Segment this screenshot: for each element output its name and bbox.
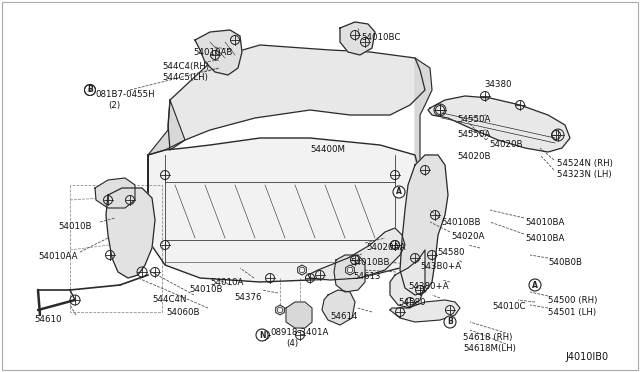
Text: A: A	[396, 187, 402, 196]
Circle shape	[256, 329, 268, 341]
Text: 54010BA: 54010BA	[525, 234, 564, 243]
Text: A: A	[532, 280, 538, 289]
Text: N: N	[259, 330, 265, 340]
Polygon shape	[400, 155, 448, 295]
Text: 543B0+A: 543B0+A	[420, 262, 461, 271]
Text: 54380+A: 54380+A	[408, 282, 449, 291]
Text: 54020B: 54020B	[457, 152, 490, 161]
Text: 544C4(RH): 544C4(RH)	[162, 62, 209, 71]
Polygon shape	[95, 178, 135, 208]
Text: 54010BC: 54010BC	[361, 33, 401, 42]
Polygon shape	[286, 302, 312, 328]
Polygon shape	[148, 100, 185, 240]
Text: 54060B: 54060B	[166, 308, 200, 317]
Polygon shape	[195, 30, 242, 75]
Text: 54010A: 54010A	[210, 278, 243, 287]
Text: 54618M(LH): 54618M(LH)	[463, 344, 516, 353]
Text: 54010AB: 54010AB	[193, 48, 232, 57]
Text: 54010C: 54010C	[492, 302, 525, 311]
Text: 54524N (RH): 54524N (RH)	[557, 159, 613, 168]
Text: 54580: 54580	[437, 248, 465, 257]
Circle shape	[444, 316, 456, 328]
Text: 54613: 54613	[353, 272, 381, 281]
Polygon shape	[390, 250, 425, 308]
Circle shape	[84, 84, 95, 96]
Text: 54010BB: 54010BB	[441, 218, 481, 227]
Circle shape	[393, 186, 405, 198]
Text: (4): (4)	[286, 339, 298, 348]
Text: 544C5(LH): 544C5(LH)	[162, 73, 208, 82]
Polygon shape	[428, 96, 570, 152]
Polygon shape	[148, 138, 420, 282]
Text: 54376: 54376	[234, 293, 262, 302]
Text: (2): (2)	[108, 101, 120, 110]
Text: J4010IB0: J4010IB0	[565, 352, 608, 362]
Polygon shape	[390, 300, 460, 322]
Text: 544C4N: 544C4N	[152, 295, 186, 304]
Text: B: B	[87, 86, 93, 94]
Text: 54550A: 54550A	[457, 115, 490, 124]
Text: 54501 (LH): 54501 (LH)	[548, 308, 596, 317]
Text: 54580: 54580	[398, 298, 426, 307]
Polygon shape	[322, 290, 355, 325]
Text: 54010B: 54010B	[189, 285, 223, 294]
Text: 54618 (RH): 54618 (RH)	[463, 333, 513, 342]
Text: 54020AA: 54020AA	[366, 243, 406, 252]
Text: 081B7-0455H: 081B7-0455H	[95, 90, 155, 99]
Text: 54500 (RH): 54500 (RH)	[548, 296, 597, 305]
Polygon shape	[334, 255, 365, 292]
Text: 54010AA: 54010AA	[38, 252, 77, 261]
Text: 54610: 54610	[34, 315, 61, 324]
Polygon shape	[340, 22, 375, 55]
Text: 54400M: 54400M	[310, 145, 345, 154]
Text: 54010B: 54010B	[58, 222, 92, 231]
Polygon shape	[298, 265, 307, 275]
Polygon shape	[276, 305, 284, 315]
Text: 54010BA: 54010BA	[525, 218, 564, 227]
Text: 54010BB: 54010BB	[350, 258, 390, 267]
Polygon shape	[308, 228, 405, 280]
Circle shape	[529, 279, 541, 291]
Polygon shape	[415, 58, 432, 245]
Text: 540B0B: 540B0B	[548, 258, 582, 267]
Text: 54323N (LH): 54323N (LH)	[557, 170, 612, 179]
Text: 54020B: 54020B	[489, 140, 522, 149]
Text: 34380: 34380	[484, 80, 511, 89]
Text: 08918-3401A: 08918-3401A	[270, 328, 328, 337]
Polygon shape	[106, 188, 155, 278]
Text: 54614: 54614	[330, 312, 358, 321]
Text: 54020A: 54020A	[451, 232, 484, 241]
Text: 54550A: 54550A	[457, 130, 490, 139]
Polygon shape	[168, 45, 425, 150]
Polygon shape	[346, 265, 355, 275]
Text: B: B	[447, 317, 453, 327]
Text: R: R	[88, 87, 92, 93]
